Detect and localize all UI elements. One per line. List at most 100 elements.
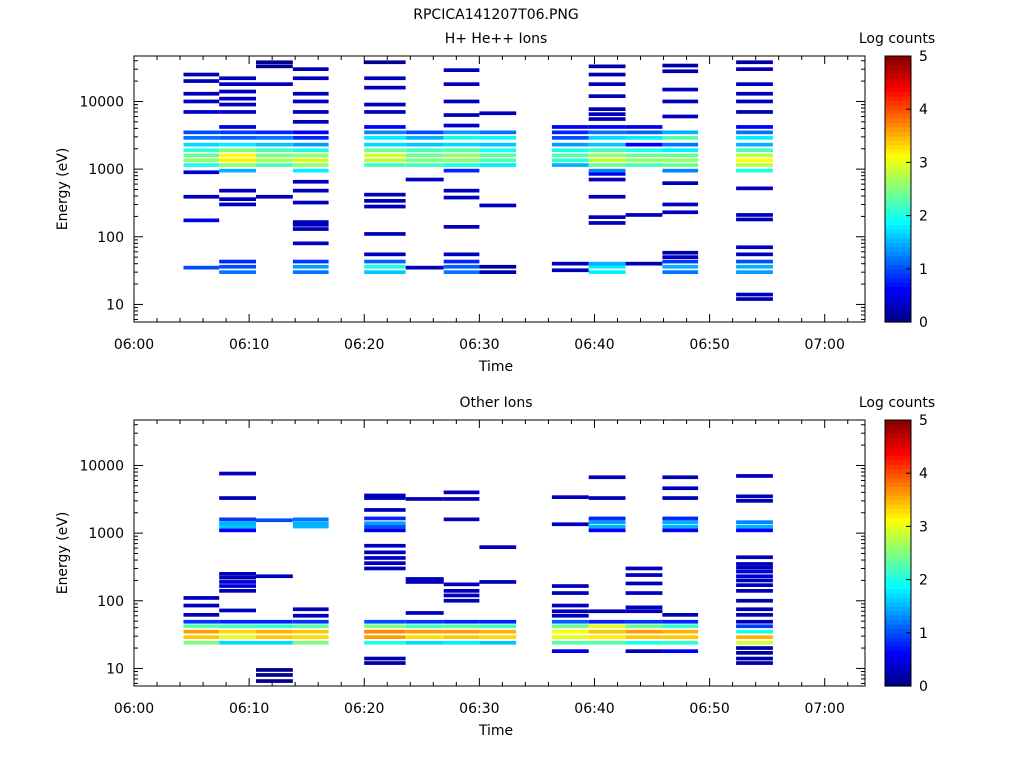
heatmap-cell [479,580,517,584]
heatmap-cell [364,566,406,571]
heatmap-cell [736,624,773,629]
colorbar-swatch [885,650,911,656]
heatmap-cell [588,475,626,480]
heatmap-cell [219,608,256,613]
heatmap-cell [256,619,293,624]
colorbar-swatch [885,499,911,505]
heatmap-cell [256,574,293,579]
heatmap-cell [479,111,517,116]
colorbar-swatch [885,162,911,168]
heatmap-cell [588,261,626,266]
heatmap-cell [405,163,444,167]
heatmap-cell [292,517,329,522]
heatmap-cell [183,619,220,624]
heatmap-cell [256,64,293,69]
colorbar: 0 1 2 3 4 5 [884,413,928,695]
heatmap-cell [625,640,663,645]
colorbar-swatch [885,584,911,589]
colorbar-swatch [885,592,911,598]
heatmap-cell [219,264,256,269]
heatmap-cell [736,270,773,274]
colorbar-swatch [885,561,911,567]
heatmap-cell [625,158,663,163]
heatmap-cell [292,607,329,612]
heatmap-cell [662,486,699,491]
heatmap-cell [256,148,293,153]
heatmap-cell [405,265,444,270]
colorbar-swatch [885,140,911,146]
heatmap-cell [736,67,773,71]
heatmap-cell [588,72,626,77]
heatmap-cell [736,110,773,114]
heatmap-cell [405,177,444,182]
colorbar-swatch [885,206,911,212]
heatmap-cell [625,136,663,140]
colorbar-swatch [885,428,911,434]
colorbar-swatch [885,126,911,132]
heatmap-cell [292,91,329,96]
colorbar-swatch [885,508,911,514]
heatmap-cell [219,130,256,135]
heatmap-cell [364,199,406,203]
heatmap-cell [256,679,293,683]
heatmap-cell [479,148,517,153]
x-axis-label: Time [478,723,513,739]
heatmap-cell [443,113,480,117]
colorbar-swatch [885,299,911,305]
heatmap-cell [256,163,293,167]
heatmap-cell [588,619,626,624]
heatmap-cell [662,649,699,653]
heatmap-cell [662,629,699,634]
heatmap-cell [183,170,220,175]
heatmap-cell [736,499,773,503]
heatmap-cell [443,123,480,128]
heatmap-cell [736,264,773,269]
colorbar-tick-label: 2 [919,573,928,589]
heatmap-cell [588,609,626,614]
colorbar-tick-label: 3 [919,519,928,535]
colorbar-swatch [885,211,911,217]
colorbar-swatch [885,215,911,221]
colorbar-swatch [885,579,911,585]
heatmap-cell [364,640,406,645]
heatmap-cell [625,609,663,614]
heatmap-cell [662,613,699,617]
heatmap-cell [443,490,480,495]
heatmap-cell [219,76,256,81]
plot-frame [133,419,866,687]
colorbar-swatch [885,158,911,163]
heatmap-cell [662,516,699,521]
heatmap-cell [219,82,256,86]
heatmap-cell [443,517,480,522]
heatmap-cell [183,624,220,629]
y-tick-label: 10000 [79,458,124,474]
colorbar-swatch [885,100,911,106]
colorbar-swatch [885,233,911,239]
heatmap-cell [662,63,699,68]
colorbar-swatch [885,242,911,248]
heatmap-cell [183,640,220,645]
heatmap-cell [405,635,444,639]
heatmap-cell [443,598,480,603]
heatmap-cell [588,107,626,111]
x-tick-label: 06:30 [459,701,499,717]
heatmap-cell [625,213,663,217]
panel-title: H+ He++ Ions [445,31,548,47]
heatmap-cell [219,640,256,645]
colorbar-swatch [885,522,911,527]
heatmap-cell [364,163,406,167]
colorbar-swatch [885,495,911,501]
colorbar-swatch [885,420,911,425]
heatmap-cell [443,130,480,135]
heatmap-cell [364,85,406,90]
colorbar-swatch [885,677,911,683]
colorbar-swatch [885,464,911,470]
heatmap-cell [662,99,699,104]
heatmap-cell [662,640,699,645]
heatmap-cell [588,635,626,639]
colorbar-tick-label: 4 [919,466,928,482]
heatmap-cell [405,136,444,140]
heatmap-cell [364,561,406,565]
heatmap-cell [551,584,589,588]
heatmap-cell [364,516,406,521]
